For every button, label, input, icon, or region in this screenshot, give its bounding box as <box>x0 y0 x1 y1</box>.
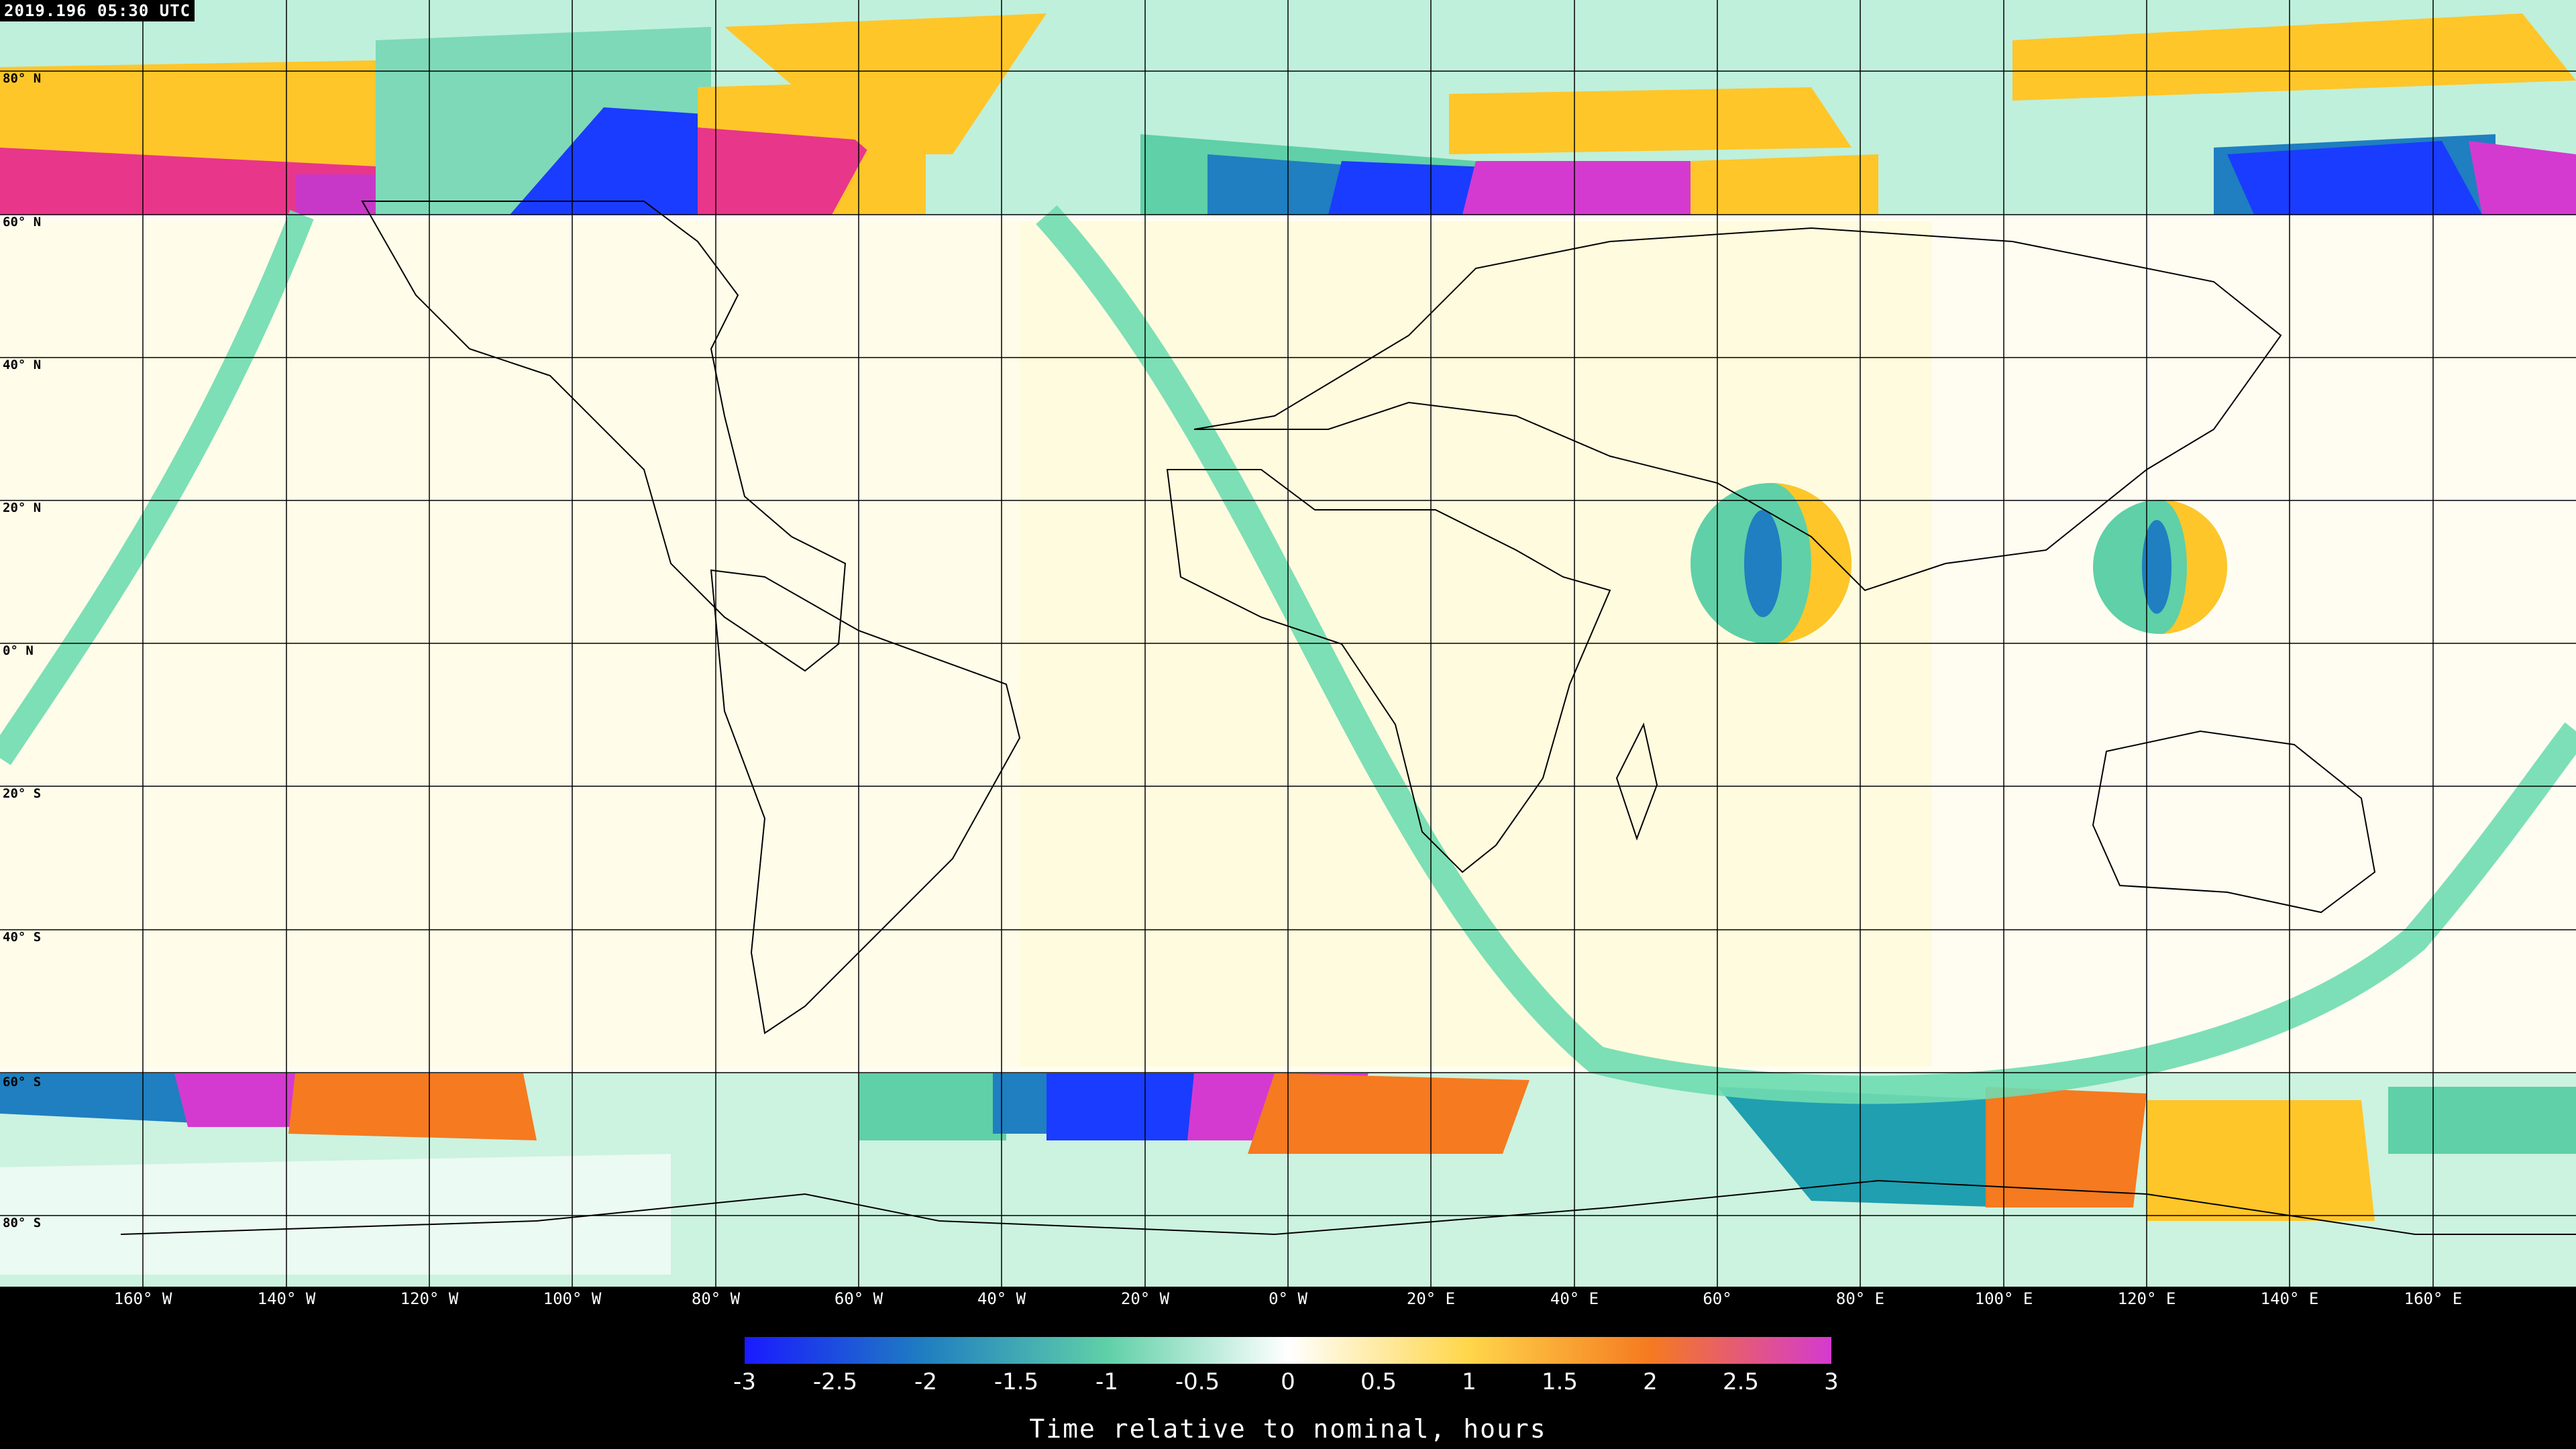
world-map: 2019.196 05:30 UTC 80° N 60° N 40° N 20°… <box>0 0 2576 1287</box>
lon-label-40e: 40° E <box>1550 1289 1599 1308</box>
satellite-disk-indian-ocean <box>1690 483 1851 644</box>
colorbar-tick: 2 <box>1643 1368 1658 1395</box>
lat-label-60n: 60° N <box>3 215 42 229</box>
lon-label-80e: 80° E <box>1835 1289 1885 1308</box>
colorbar-tick: 3 <box>1824 1368 1839 1395</box>
map-canvas <box>0 0 2576 1287</box>
satellite-disk-western-pacific <box>2093 500 2227 634</box>
graticule <box>0 0 2576 1287</box>
lon-label-20w: 20° W <box>1120 1289 1170 1308</box>
colorbar-tick: 0 <box>1281 1368 1295 1395</box>
colorbar-tick: -0.5 <box>1175 1368 1220 1395</box>
lon-label-60w: 60° W <box>834 1289 883 1308</box>
timestamp-label: 2019.196 05:30 UTC <box>0 0 195 21</box>
lon-label-140w: 140° W <box>257 1289 316 1308</box>
lon-label-120w: 120° W <box>400 1289 459 1308</box>
colorbar-title: Time relative to nominal, hours <box>1029 1414 1547 1444</box>
terminator-band-west <box>0 210 314 765</box>
terminator-band-east <box>1036 205 2576 1104</box>
lat-label-80n: 80° N <box>3 71 42 86</box>
lat-label-40n: 40° N <box>3 358 42 372</box>
lon-label-60: 60° <box>1703 1289 1732 1308</box>
coastlines <box>120 201 2576 1236</box>
lon-label-120e: 120° E <box>2117 1289 2176 1308</box>
lon-label-160e: 160° E <box>2404 1289 2463 1308</box>
lon-label-40w: 40° W <box>977 1289 1026 1308</box>
colorbar-tick: -2 <box>914 1368 937 1395</box>
lon-label-140e: 140° E <box>2260 1289 2319 1308</box>
lat-label-80s: 80° S <box>3 1216 42 1230</box>
colorbar-tick: -1.5 <box>994 1368 1039 1395</box>
lat-label-40s: 40° S <box>3 930 42 945</box>
lon-label-20e: 20° E <box>1406 1289 1456 1308</box>
colorbar-tick: -3 <box>733 1368 756 1395</box>
lon-label-80w: 80° W <box>691 1289 741 1308</box>
lat-label-20n: 20° N <box>3 500 42 515</box>
colorbar <box>745 1337 1831 1364</box>
colorbar-tick: 0.5 <box>1360 1368 1397 1395</box>
colorbar-tick: 2.5 <box>1722 1368 1760 1395</box>
colorbar-tick: 1.5 <box>1541 1368 1578 1395</box>
lon-label-100e: 100° E <box>1974 1289 2033 1308</box>
lat-label-0n: 0° N <box>3 643 34 658</box>
colorbar-tick: 1 <box>1462 1368 1477 1395</box>
lon-label-0w: 0° W <box>1269 1289 1307 1308</box>
map-tint-west <box>0 221 1020 1067</box>
legend-area <box>0 1287 2576 1449</box>
lat-label-60s: 60° S <box>3 1075 42 1089</box>
lon-label-100w: 100° W <box>543 1289 602 1308</box>
lat-label-20s: 20° S <box>3 786 42 801</box>
lon-label-160w: 160° W <box>113 1289 172 1308</box>
colorbar-tick: -1 <box>1095 1368 1118 1395</box>
colorbar-tick: -2.5 <box>812 1368 858 1395</box>
